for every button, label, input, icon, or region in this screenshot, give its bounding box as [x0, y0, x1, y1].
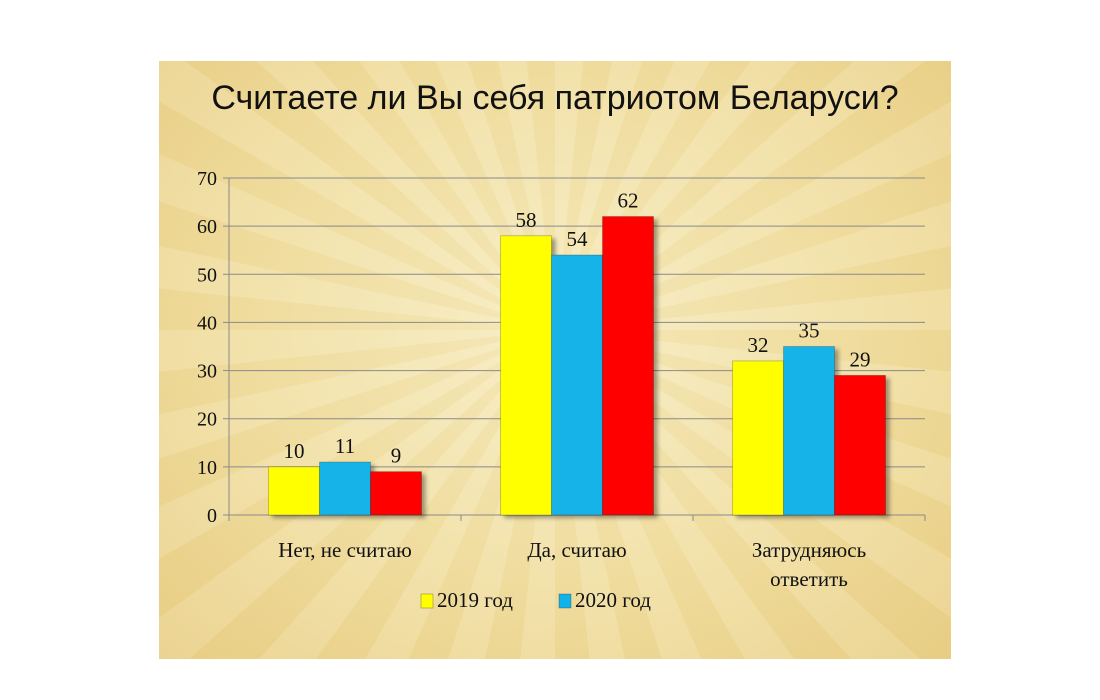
legend-label: 2020 год: [575, 588, 651, 612]
data-label: 58: [516, 208, 537, 232]
slide-background: Считаете ли Вы себя патриотом Беларуси? …: [159, 61, 951, 659]
chart-title: Считаете ли Вы себя патриотом Беларуси?: [211, 79, 899, 117]
bar: [783, 346, 835, 516]
y-tick-label: 40: [197, 312, 217, 334]
data-label: 9: [391, 444, 402, 468]
x-category-label: Затрудняюсь: [752, 538, 866, 562]
x-category-label: Нет, не считаю: [278, 538, 412, 562]
x-category-label: ответить: [770, 567, 848, 591]
y-tick-label: 30: [197, 361, 217, 383]
bar: [319, 461, 371, 516]
data-label: 35: [799, 319, 820, 343]
x-category-label: Да, считаю: [527, 538, 626, 562]
bar: [834, 374, 886, 516]
bar: [500, 235, 552, 516]
data-label: 10: [284, 439, 305, 463]
bar: [732, 360, 784, 516]
data-label: 29: [850, 347, 871, 371]
bar-chart: 0 10 20 30 40 50 60 70 10 11 9 Нет, не считаю 58 54 62…: [197, 168, 926, 612]
data-label: 62: [618, 189, 639, 213]
y-tick-label: 50: [197, 264, 217, 286]
bar: [602, 216, 654, 516]
y-tick-label: 70: [197, 168, 217, 190]
y-tick-label: 20: [197, 409, 217, 431]
y-tick-label: 60: [197, 216, 217, 238]
bar: [370, 471, 422, 516]
y-tick-label: 10: [197, 457, 217, 479]
data-label: 32: [748, 333, 769, 357]
data-label: 54: [567, 227, 589, 251]
legend-swatch: [420, 593, 434, 609]
bars: [268, 216, 886, 516]
labels: 0 10 20 30 40 50 60 70 10 11 9 Нет, не считаю 58 54 62…: [197, 168, 871, 591]
legend-label: 2019 год: [437, 588, 513, 612]
y-tick-label: 0: [207, 505, 217, 527]
legend: 2019 год 2020 год: [420, 588, 651, 612]
legend-swatch: [558, 593, 572, 609]
data-label: 11: [335, 434, 355, 458]
bar: [268, 466, 320, 516]
bar: [551, 254, 603, 516]
